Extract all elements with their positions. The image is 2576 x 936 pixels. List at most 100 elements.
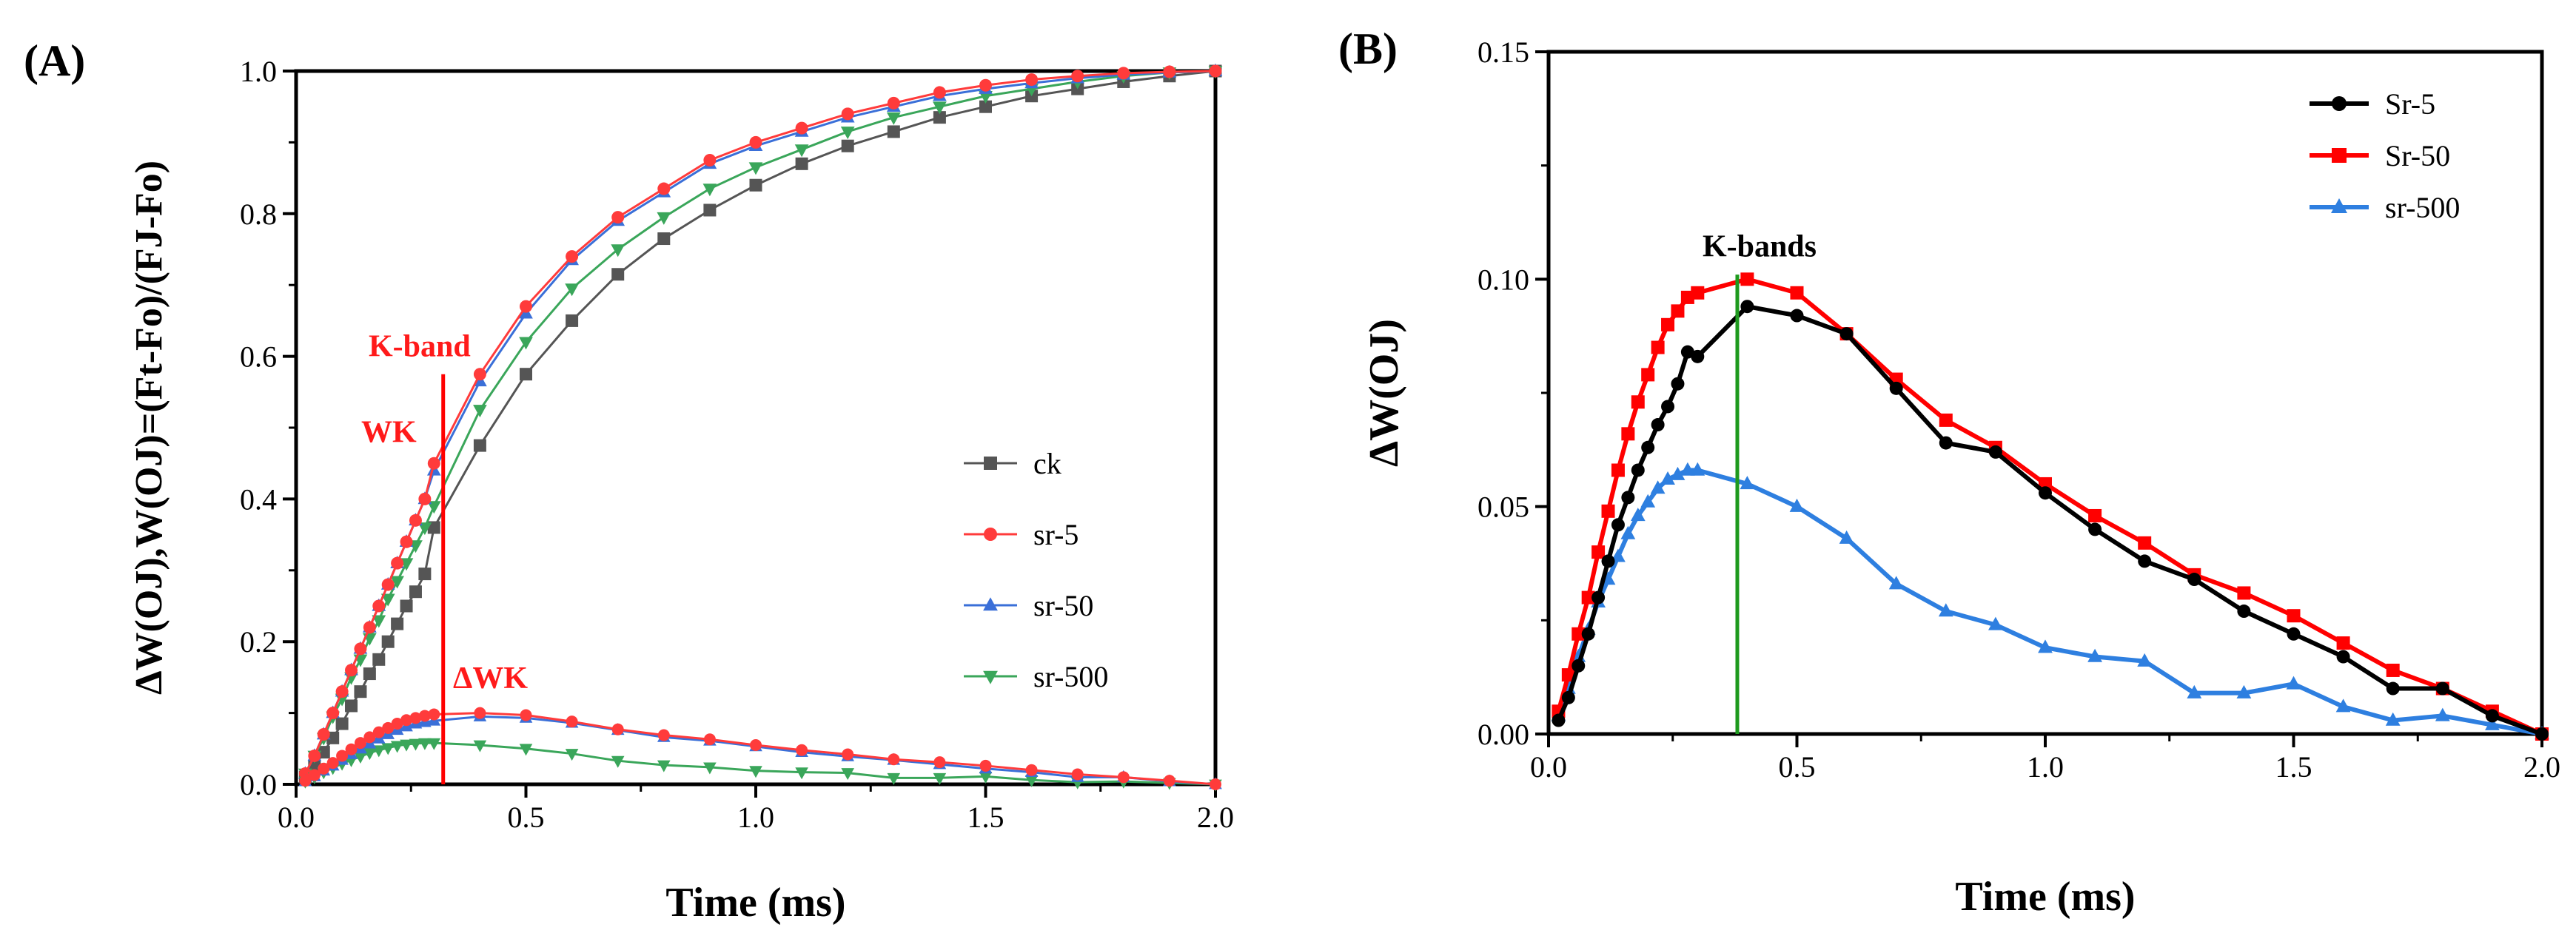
panel-b-Sr-50-point (1661, 317, 1675, 331)
panel-a-sr-5-point (391, 556, 404, 570)
panel-b-sr-500-point (1620, 525, 1636, 539)
panel-b-annotations: K-bands (1703, 230, 1817, 734)
panel-a-ck-point (335, 717, 349, 730)
x-tick-label: 0.5 (508, 801, 545, 834)
panel-a-delta-sr-5-point (382, 721, 395, 734)
panel-b-Sr-50-point (2287, 609, 2301, 623)
panel-b-sr-500-point (1740, 476, 1755, 490)
panel-a-ck-point (418, 568, 432, 581)
panel-a-y-axis-title: ΔW(OJ),W(OJ)=(Ft-Fo)/(FJ-Fo) (128, 161, 170, 695)
x-tick-label: 2.0 (2523, 750, 2560, 784)
panel-a-delta-sr-500-point (400, 739, 413, 752)
legend-label: sr-500 (1033, 660, 1108, 693)
panel-b-Sr-50-point (1621, 427, 1635, 441)
panel-a-delta-sr-500-point (749, 766, 762, 778)
legend-label: sr-50 (1033, 589, 1093, 622)
panel-b-Sr-5-point (1671, 377, 1685, 391)
panel-b-label: (B) (1338, 24, 1398, 73)
panel-b-sr-500-point (2038, 639, 2053, 653)
legend-marker (984, 457, 997, 470)
panel-a-delta-sr-5-point (474, 707, 486, 719)
panel-b-sr-500-point (2187, 684, 2202, 698)
panel-b-Sr-5-point (2287, 627, 2301, 641)
panel-b-Sr-5-point (1790, 309, 1804, 323)
panel-a-sr-5-point (400, 535, 413, 548)
panel-a-sr-500-point (794, 144, 809, 158)
panel-b-sr-500-point (1640, 494, 1656, 508)
panel-a-ck-point (372, 653, 386, 666)
panel-a-ck-point (703, 203, 717, 217)
panel-b-Sr-50-line (1556, 277, 2543, 736)
panel-b-Sr-50-point (2237, 586, 2251, 600)
panel-a-sr-5-point (1209, 64, 1222, 78)
panel-b-Sr-5-point (1889, 381, 1903, 395)
panel-a-sr-500-point (748, 162, 763, 175)
panel-b-Sr-50-point (1631, 395, 1645, 409)
panel-b-Sr-50-point (1939, 413, 1953, 427)
panel-a-sr-5-point (566, 250, 579, 263)
legend-marker (984, 528, 997, 541)
y-tick-label: 1.0 (240, 55, 277, 88)
panel-a-delta-sr-5-point (326, 757, 339, 770)
panel-b-Sr-5-point (2237, 605, 2251, 619)
panel-a-sr-5-point (795, 121, 808, 135)
panel-b-Sr-5-point (2088, 522, 2102, 536)
panel-a-ck-point (933, 111, 946, 124)
k-bands-label: K-bands (1703, 230, 1817, 264)
panel-a-delta-sr-500-point (363, 748, 377, 761)
panel-a-delta-sr-5-point (418, 710, 431, 722)
panel-a-ck-point (400, 599, 413, 613)
panel-a-sr-5-point (354, 642, 367, 656)
panel-a-delta-sr-5-point (1025, 764, 1038, 776)
panel-a-axes: 0.0 0.5 1.0 1.5 2.0 0.0 0.2 0.4 0.6 0.8 1.0 (240, 55, 1234, 834)
y-tick-label: 0.05 (1477, 491, 1529, 524)
panel-a-sr-500-point (390, 576, 404, 589)
panel-b-y-axis-title: ΔW(OJ) (1361, 319, 1407, 467)
panel-a-delta-sr-5-point (796, 744, 808, 756)
panel-a-delta-sr-500-point (427, 738, 441, 750)
panel-a-delta-sr-500-point (381, 743, 395, 755)
panel-b: (B) 0.0 0.5 1.0 1.5 2.0 0.00 0.05 0.10 0.15 K-ba… (1338, 24, 2560, 920)
k-band-label: K-band (369, 330, 471, 364)
panel-b-sr-500-point (2236, 684, 2252, 698)
panel-a-ck-point (363, 667, 376, 681)
panel-a-delta-sr-5-point (299, 775, 312, 787)
panel-a-delta-sr-500-point (979, 771, 993, 784)
panel-a-sr-5-point (841, 107, 854, 121)
panel-b-Sr-5-point (1691, 349, 1705, 363)
x-tick-label: 0.5 (1779, 750, 1816, 784)
panel-a-sr-500-point (426, 501, 441, 514)
panel-b-Sr-5-point (2535, 727, 2549, 741)
panel-b-Sr-50-point (1790, 286, 1804, 300)
panel-a-ck-point (345, 699, 358, 713)
panel-b-Sr-5-point (2336, 650, 2350, 664)
panel-a-sr-5-point (979, 78, 992, 92)
panel-b-Sr-5-point (1839, 327, 1854, 341)
panel-a-sr-500-point (380, 593, 395, 607)
panel-a-delta-sr-500-point (354, 752, 367, 764)
panel-b-Sr-50-point (1740, 272, 1754, 286)
panel-b-legend: Sr-5 Sr-50 sr-500 (2310, 87, 2460, 224)
panel-b-sr-500-point (2335, 698, 2351, 713)
panel-b-sr-500-point (2286, 676, 2301, 690)
panel-a-delta-sr-5-point (308, 769, 321, 781)
legend-label: ck (1033, 447, 1061, 480)
panel-a-ck-point (841, 139, 854, 152)
y-tick-label: 0.2 (240, 625, 277, 659)
panel-b-Sr-5-point (1572, 659, 1586, 673)
panel-b-Sr-5-point (2485, 709, 2499, 723)
panel-b-sr-500-point (1611, 548, 1626, 562)
x-tick-label: 1.0 (2027, 750, 2064, 784)
panel-a-legend: ck sr-5 sr-50 sr-500 (964, 447, 1108, 693)
panel-a-ck-point (749, 178, 762, 192)
panel-a-delta-sr-500-point (473, 740, 487, 752)
panel-a-ck-point (409, 585, 422, 599)
panel-b-Sr-5-point (1621, 491, 1635, 505)
panel-a-sr-5-point (933, 86, 946, 99)
panel-b-sr-500-point (1789, 498, 1805, 512)
panel-a-ck-point (520, 368, 532, 381)
panel-a-sr-500-point (657, 212, 671, 225)
panel-a-delta-sr-5-point (703, 733, 716, 746)
panel-b-Sr-50-point (2088, 508, 2102, 522)
panel-a-sr-500-point (473, 405, 487, 418)
